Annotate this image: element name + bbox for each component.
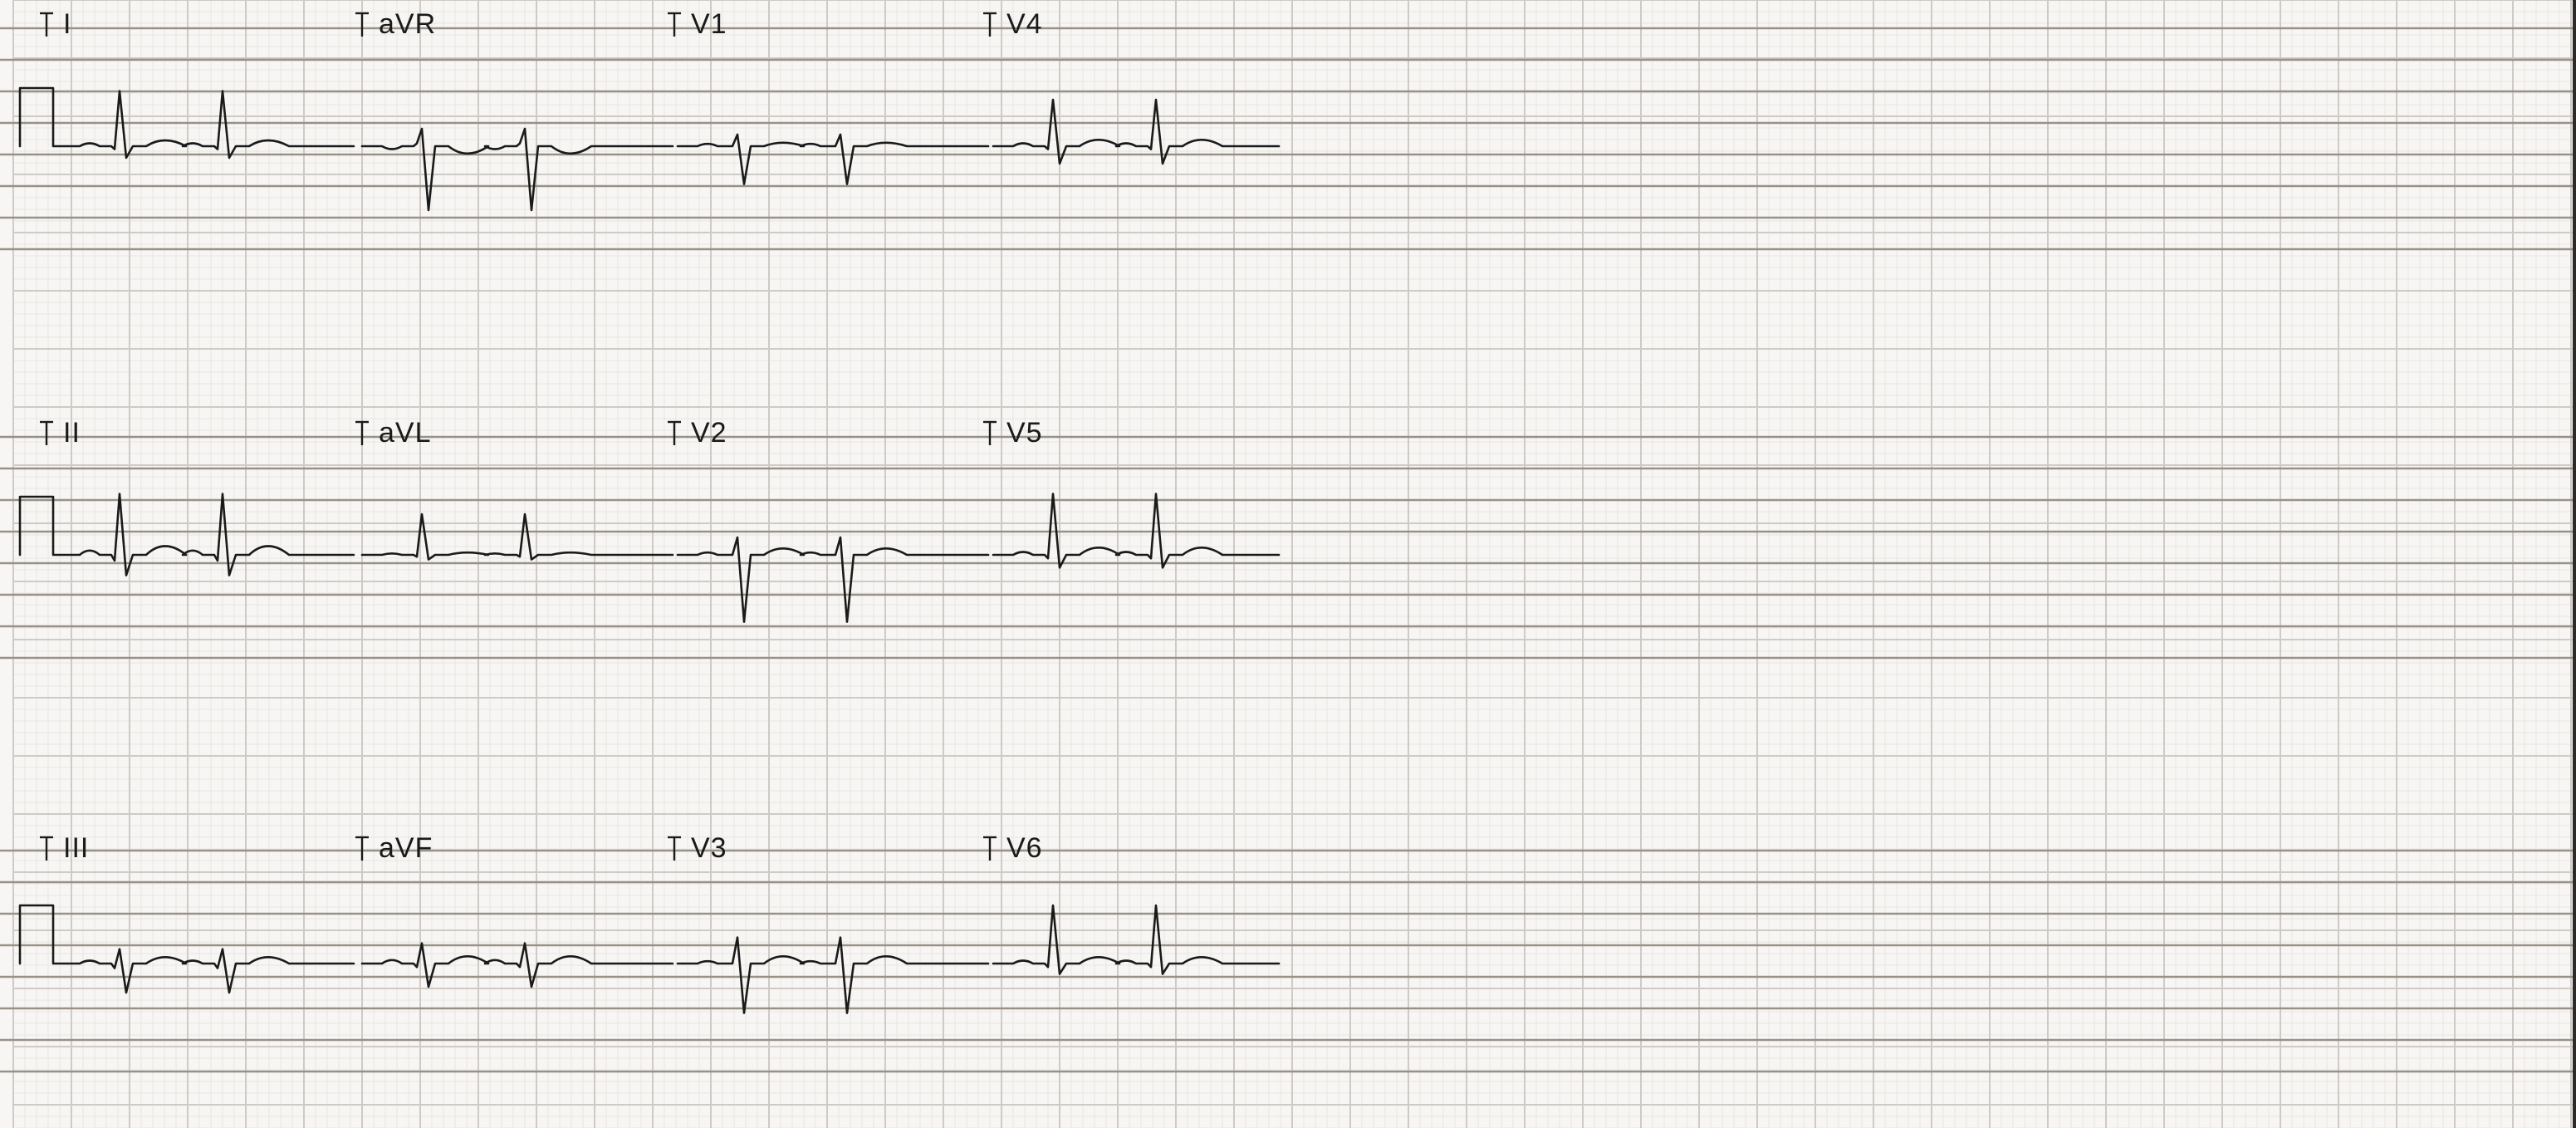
lead-label-v6: V6 xyxy=(1006,832,1043,864)
lead-label-i: I xyxy=(63,8,71,40)
lead-label-v2: V2 xyxy=(691,417,727,449)
lead-label-v1: V1 xyxy=(691,8,727,40)
lead-label-v3: V3 xyxy=(691,832,727,864)
lead-label-iii: III xyxy=(63,832,89,864)
lead-label-avr: aVR xyxy=(379,8,436,40)
lead-label-v5: V5 xyxy=(1006,417,1043,449)
ecg-strip: IaVR V1 V4 II aVL V2 V5 III aVF V3 V6 xyxy=(0,0,2576,1128)
lead-label-v4: V4 xyxy=(1006,8,1043,40)
lead-label-avl: aVL xyxy=(379,417,432,449)
lead-label-avf: aVF xyxy=(379,832,433,864)
lead-label-ii: II xyxy=(63,417,81,449)
